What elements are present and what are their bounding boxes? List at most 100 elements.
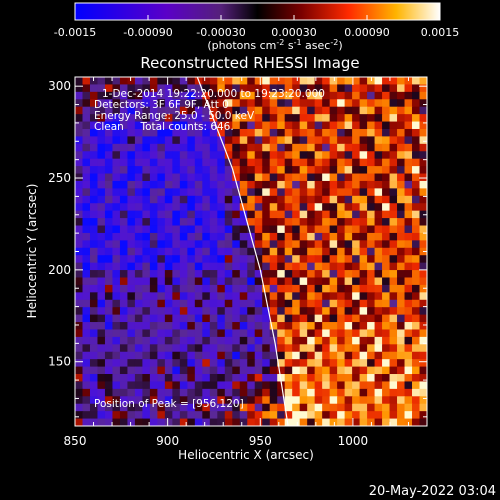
heatmap-cell bbox=[172, 247, 181, 256]
heatmap-cell bbox=[232, 173, 241, 182]
heatmap-cell bbox=[217, 381, 226, 390]
heatmap-cell bbox=[202, 292, 211, 301]
heatmap-cell bbox=[277, 359, 286, 368]
heatmap-cell bbox=[337, 299, 346, 308]
heatmap-cell bbox=[82, 99, 91, 108]
heatmap-cell bbox=[254, 225, 263, 234]
heatmap-cell bbox=[337, 121, 346, 130]
heatmap-cell bbox=[382, 158, 391, 167]
heatmap-cell bbox=[269, 277, 278, 286]
heatmap-cell bbox=[374, 388, 383, 397]
heatmap-cell bbox=[419, 158, 427, 167]
heatmap-cell bbox=[75, 292, 84, 301]
heatmap-cell bbox=[262, 77, 271, 86]
heatmap-cell bbox=[217, 166, 226, 175]
heatmap-cell bbox=[277, 262, 286, 271]
heatmap-cell bbox=[202, 180, 211, 189]
heatmap-cell bbox=[397, 218, 406, 227]
heatmap-cell bbox=[157, 151, 166, 160]
heatmap-cell bbox=[404, 173, 413, 182]
heatmap-cell bbox=[172, 210, 181, 219]
heatmap-cell bbox=[419, 336, 427, 345]
heatmap-cell bbox=[412, 210, 421, 219]
heatmap-cell bbox=[277, 411, 286, 420]
heatmap-cell bbox=[284, 240, 293, 249]
heatmap-cell bbox=[307, 284, 316, 293]
heatmap-cell bbox=[412, 277, 421, 286]
heatmap-cell bbox=[314, 307, 323, 316]
heatmap-cell bbox=[404, 158, 413, 167]
heatmap-cell bbox=[247, 143, 256, 152]
heatmap-cell bbox=[382, 329, 391, 338]
heatmap-cell bbox=[367, 403, 376, 412]
heatmap-cell bbox=[187, 143, 196, 152]
heatmap-cell bbox=[89, 158, 99, 167]
heatmap-cell bbox=[352, 240, 361, 249]
heatmap-cell bbox=[382, 299, 391, 308]
heatmap-cell bbox=[239, 121, 248, 130]
heatmap-cell bbox=[172, 277, 181, 286]
heatmap-cell bbox=[307, 173, 316, 182]
heatmap-cell bbox=[239, 158, 248, 167]
heatmap-cell bbox=[187, 121, 196, 130]
heatmap-cell bbox=[202, 240, 211, 249]
heatmap-cell bbox=[299, 106, 308, 115]
heatmap-cell bbox=[194, 299, 203, 308]
heatmap-cell bbox=[217, 247, 226, 256]
heatmap-cell bbox=[254, 121, 263, 130]
heatmap-cell bbox=[382, 84, 391, 93]
heatmap-cell bbox=[202, 344, 211, 353]
heatmap-cell bbox=[412, 91, 421, 100]
heatmap-cell bbox=[382, 128, 391, 138]
heatmap-cell bbox=[397, 329, 406, 338]
heatmap-cell bbox=[397, 255, 406, 264]
heatmap-cell bbox=[149, 77, 158, 86]
heatmap-cell bbox=[307, 77, 316, 86]
heatmap-cell bbox=[187, 322, 196, 331]
heatmap-cell bbox=[202, 203, 211, 212]
heatmap-cell bbox=[277, 151, 286, 160]
heatmap-cell bbox=[75, 114, 84, 123]
heatmap-cell bbox=[247, 106, 256, 115]
heatmap-cell bbox=[119, 344, 129, 353]
heatmap-cell bbox=[239, 225, 248, 234]
heatmap-cell bbox=[247, 396, 256, 405]
heatmap-cell bbox=[217, 284, 226, 293]
heatmap-cell bbox=[97, 247, 106, 256]
heatmap-cell bbox=[299, 270, 308, 279]
heatmap-cell bbox=[134, 381, 143, 390]
heatmap-cell bbox=[149, 299, 158, 308]
heatmap-cell bbox=[157, 314, 166, 323]
heatmap-cell bbox=[112, 180, 121, 189]
heatmap-cell bbox=[382, 351, 391, 360]
heatmap-cell bbox=[269, 114, 278, 123]
heatmap-cell bbox=[322, 188, 331, 197]
heatmap-cell bbox=[82, 351, 91, 360]
heatmap-cell bbox=[419, 151, 427, 160]
heatmap-cell bbox=[397, 411, 406, 420]
heatmap-cell bbox=[179, 270, 188, 279]
heatmap-cell bbox=[299, 359, 308, 368]
heatmap-cell bbox=[352, 91, 361, 100]
heatmap-cell bbox=[292, 84, 301, 93]
heatmap-cell bbox=[269, 210, 278, 219]
heatmap-cell bbox=[142, 114, 151, 123]
heatmap-cell bbox=[322, 277, 331, 286]
heatmap-cell bbox=[284, 218, 293, 227]
heatmap-cell bbox=[404, 411, 413, 420]
heatmap-cell bbox=[314, 232, 323, 241]
heatmap-cell bbox=[217, 91, 226, 100]
heatmap-cell bbox=[322, 344, 331, 353]
heatmap-cell bbox=[322, 388, 331, 397]
heatmap-cell bbox=[89, 114, 99, 123]
heatmap-cell bbox=[217, 277, 226, 286]
heatmap-cell bbox=[262, 374, 271, 383]
heatmap-cell bbox=[247, 91, 256, 100]
heatmap-cell bbox=[82, 366, 91, 375]
heatmap-cell bbox=[232, 188, 241, 197]
heatmap-cell bbox=[202, 411, 211, 420]
heatmap-cell bbox=[412, 344, 421, 353]
heatmap-cell bbox=[254, 114, 263, 123]
heatmap-cell bbox=[97, 203, 106, 212]
heatmap-cell bbox=[269, 411, 278, 420]
